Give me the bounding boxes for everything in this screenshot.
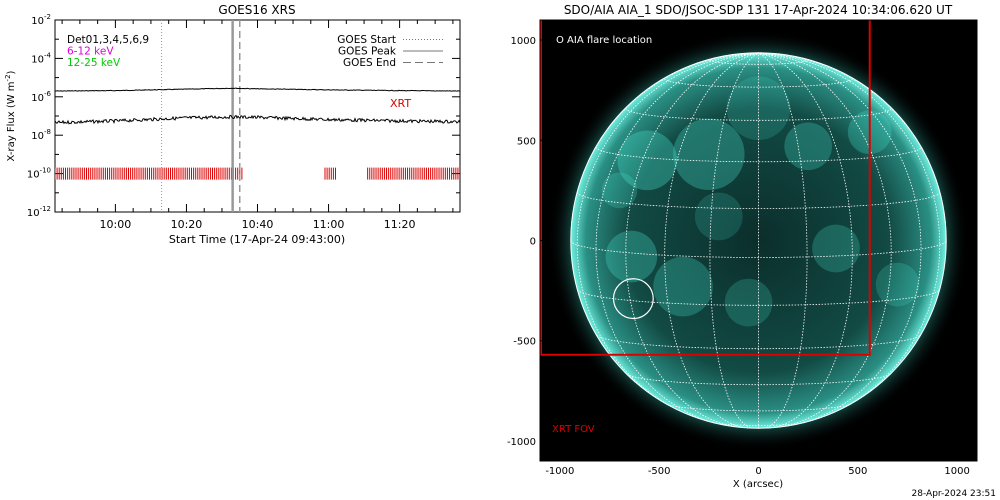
longitude-line [664, 53, 759, 429]
right-y-tick-label: 0 [530, 237, 536, 248]
flux-series [55, 87, 460, 125]
right-x-tick-label: 1000 [944, 466, 969, 477]
longitude-line [758, 53, 922, 426]
left-x-tick-label: 10:20 [171, 218, 203, 231]
tick-base: 10 [31, 16, 44, 27]
ylabel-main: X-ray Flux (W m [6, 81, 17, 161]
xrt-coverage-bars [55, 167, 459, 180]
longitude-line [625, 53, 759, 428]
right-x-axis-label: X (arcsec) [733, 479, 783, 490]
tick-base: 10 [31, 93, 44, 104]
left-y-tick-label: 10-12 [27, 205, 51, 219]
active-region-glow [605, 230, 658, 283]
solar-limb [570, 52, 947, 429]
xrt-label: XRT [390, 97, 411, 110]
tick-base: 10 [31, 131, 44, 142]
right-y-tick-label: -1000 [507, 437, 536, 448]
active-region-glow [694, 192, 743, 241]
tick-base: 10 [27, 208, 40, 219]
tick-exponent: -8 [44, 128, 51, 136]
detector-legend-entry: 12-25 keV [67, 57, 121, 69]
left-y-tick-label: 10-4 [31, 51, 51, 65]
left-chart-title: GOES16 XRS [218, 3, 295, 17]
right-y-tick-label: 500 [517, 136, 536, 147]
right-x-tick-label: -500 [648, 466, 671, 477]
flux-line-long [55, 87, 460, 92]
tick-exponent: -4 [44, 51, 52, 59]
active-region-glow [724, 278, 773, 327]
tick-base: 10 [27, 170, 40, 181]
tick-exponent: -2 [44, 13, 51, 21]
right-y-tick-label: 1000 [511, 36, 536, 47]
xrt-fov-box [540, 20, 871, 356]
left-y-axis-label: X-ray Flux (W m-2) [4, 70, 17, 161]
latitude-line [666, 403, 851, 412]
longitude-line [758, 53, 892, 428]
solar-disk [570, 52, 947, 429]
active-region-glow [617, 130, 678, 191]
longitude-line [709, 53, 759, 429]
goes-legend-label: GOES End [343, 57, 396, 69]
tick-exponent: -12 [40, 205, 51, 213]
active-region-glow [673, 118, 745, 191]
latitude-line [577, 289, 940, 306]
detector-legend-entry: 6-12 keV [67, 46, 114, 58]
latitude-line [712, 422, 805, 426]
goes-time-markers [161, 20, 241, 212]
left-x-tick-label: 11:20 [384, 218, 416, 231]
left-y-tick-label: 10-8 [31, 128, 51, 142]
longitude-line [758, 53, 853, 429]
active-region-glow [601, 172, 638, 209]
left-x-ticks: 10:00 10:20 10:40 11:00 11:20 [61, 20, 454, 231]
right-x-tick-label: -1000 [545, 466, 574, 477]
active-regions [601, 76, 920, 327]
longitude-line [576, 53, 759, 417]
active-region-glow [653, 256, 713, 317]
flare-location-marker [612, 278, 654, 320]
goes-legend-label: GOES Peak [338, 46, 397, 58]
active-region-glow [726, 76, 791, 140]
tick-exponent: -10 [40, 167, 51, 175]
left-y-tick-label: 10-2 [31, 13, 51, 27]
aia-legend: O AIA flare location [556, 35, 652, 46]
left-x-tick-label: 10:00 [100, 218, 132, 231]
active-region-glow [875, 262, 920, 307]
right-chart: SDO/AIA AIA_1 SDO/JSOC-SDP 131 17-Apr-20… [507, 3, 996, 499]
right-chart-title: SDO/AIA AIA_1 SDO/JSOC-SDP 131 17-Apr-20… [564, 3, 953, 17]
left-y-tick-label: 10-6 [31, 90, 51, 104]
right-y-tick-label: -500 [513, 337, 536, 348]
tick-base: 10 [31, 54, 44, 65]
left-x-tick-label: 10:40 [242, 218, 274, 231]
right-x-ticks: -1000 -500 0 500 1000 [545, 20, 970, 477]
latitude-line [570, 240, 947, 258]
goes-legend-label: GOES Start [337, 34, 396, 46]
right-x-tick-label: 500 [848, 466, 867, 477]
left-x-axis-label: Start Time (17-Apr-24 09:43:00) [169, 233, 345, 246]
flux-line-short [55, 114, 460, 125]
ylabel-tail: ) [6, 70, 17, 74]
detector-legend-entry: Det01,3,4,5,6,9 [67, 34, 149, 46]
ylabel-superscript: -2 [4, 74, 12, 81]
active-region-glow [812, 224, 860, 273]
longitude-line [758, 53, 808, 429]
left-x-tick-label: 11:00 [313, 218, 345, 231]
xrt-fov-label: XRT FOV [552, 424, 595, 435]
left-y-tick-label: 10-10 [27, 167, 51, 181]
active-region-glow [784, 122, 832, 171]
longitude-line [758, 53, 941, 417]
render-timestamp: 28-Apr-2024 23:51 [912, 489, 996, 499]
longitude-line [595, 53, 759, 426]
tick-exponent: -6 [44, 90, 52, 98]
right-y-ticks: -1000 -500 0 500 1000 [507, 36, 977, 448]
right-x-tick-label: 0 [755, 466, 761, 477]
